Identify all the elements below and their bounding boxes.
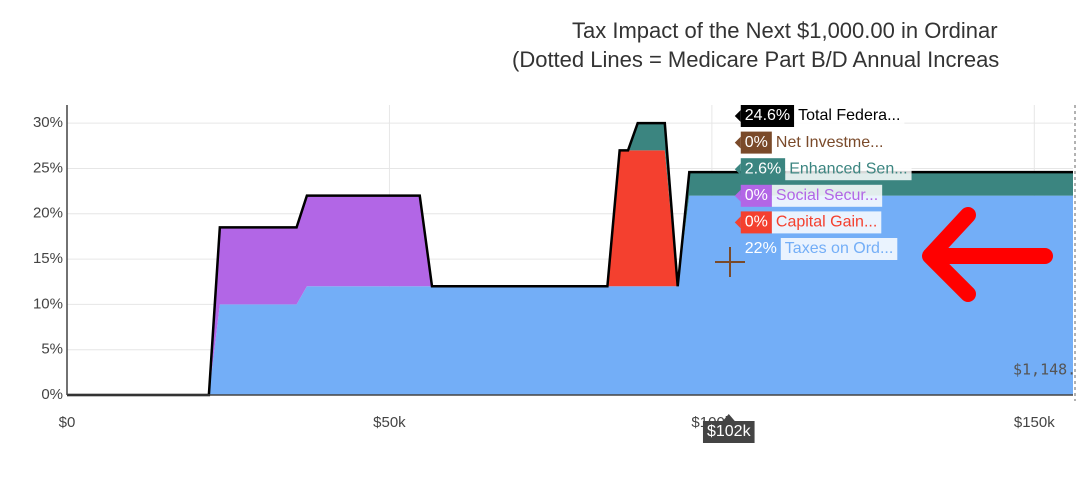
area xyxy=(67,150,1073,395)
x-tick-label: $0 xyxy=(59,414,76,431)
hover-name: Capital Gain... xyxy=(776,214,877,231)
hover-name-box xyxy=(771,131,888,154)
chart-subtitle: (Dotted Lines = Medicare Part B/D Annual… xyxy=(512,47,999,72)
hover-pointer xyxy=(734,243,741,255)
hover-name-box xyxy=(780,238,898,260)
hover-x-pointer xyxy=(722,414,735,421)
hover-label: 24.6% Total Federa... xyxy=(734,105,905,127)
y-tick-label: 10% xyxy=(33,295,63,312)
hover-name-box xyxy=(794,105,905,127)
chart-title: Tax Impact of the Next $1,000.00 in Ordi… xyxy=(572,18,998,43)
hover-value-box xyxy=(740,184,772,207)
hover-value-box xyxy=(740,211,772,234)
annotation: $1,148. xyxy=(1013,361,1076,379)
hover-name-box xyxy=(771,211,882,234)
hover-label: 0% Social Secur... xyxy=(734,184,883,207)
hover-name: Social Secur... xyxy=(776,187,878,204)
hover-value: 0% xyxy=(745,134,768,151)
y-tick-label: 15% xyxy=(33,250,63,267)
hover-value-box xyxy=(740,158,786,181)
hover-label: 2.6% Enhanced Sen... xyxy=(734,158,912,181)
crosshair xyxy=(715,247,745,277)
y-tick-label: 30% xyxy=(33,114,63,131)
y-tick-label: 0% xyxy=(41,386,63,403)
hover-pointer xyxy=(734,216,741,229)
hover-x-box xyxy=(702,421,755,443)
total-line xyxy=(67,121,1073,397)
hover-value: 0% xyxy=(745,187,768,204)
hover-name: Net Investme... xyxy=(776,134,884,151)
hover-label: 22% Taxes on Ord... xyxy=(734,238,898,260)
hover-name-box xyxy=(771,184,883,207)
hover-pointer xyxy=(734,163,741,176)
hover-label: 0% Capital Gain... xyxy=(734,211,882,234)
hover-pointer xyxy=(734,136,741,149)
hover-value-box xyxy=(740,131,772,154)
hover-name: Enhanced Sen... xyxy=(789,160,907,177)
hover-pointer xyxy=(734,110,741,122)
y-tick-label: 20% xyxy=(33,205,63,222)
hover-value: 2.6% xyxy=(745,160,781,177)
red-arrow xyxy=(922,207,1053,302)
hover-pointer xyxy=(734,189,741,202)
hover-value: 22% xyxy=(745,240,777,257)
hover-name: Taxes on Ord... xyxy=(785,240,894,257)
y-tick-label: 25% xyxy=(33,159,63,176)
hover-value: 24.6% xyxy=(745,107,790,124)
x-tick-label: $50k xyxy=(373,414,406,431)
hover-value-box xyxy=(740,238,781,260)
hover-name-box xyxy=(785,158,912,181)
hover-value-box xyxy=(740,105,795,127)
hover-name: Total Federa... xyxy=(798,107,900,124)
hover-value: 0% xyxy=(745,214,768,231)
hover-x-label: $102k xyxy=(707,423,752,440)
hover-label: 0% Net Investme... xyxy=(734,131,888,154)
x-tick-label: $150k xyxy=(1014,414,1055,431)
y-tick-label: 5% xyxy=(41,341,63,358)
